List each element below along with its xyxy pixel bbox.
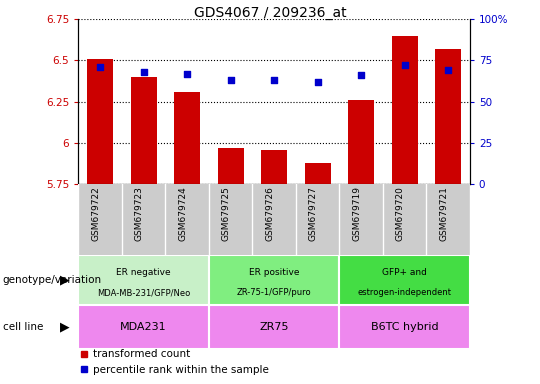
Text: GSM679721: GSM679721 xyxy=(439,187,448,241)
Text: GSM679726: GSM679726 xyxy=(265,187,274,241)
Bar xyxy=(435,49,461,184)
Text: GSM679727: GSM679727 xyxy=(308,187,318,241)
Bar xyxy=(209,255,339,305)
Text: ZR-75-1/GFP/puro: ZR-75-1/GFP/puro xyxy=(237,288,312,297)
Text: ZR75: ZR75 xyxy=(259,322,289,333)
Bar xyxy=(339,305,470,349)
Bar xyxy=(131,77,157,184)
Point xyxy=(226,77,235,83)
Text: cell line: cell line xyxy=(3,322,43,332)
Bar xyxy=(305,163,330,184)
Point xyxy=(400,62,409,68)
Point xyxy=(183,71,191,77)
Bar xyxy=(339,255,470,305)
Bar xyxy=(209,305,339,349)
Text: ▶: ▶ xyxy=(59,274,69,287)
Point xyxy=(357,72,366,78)
Text: GSM679720: GSM679720 xyxy=(395,187,404,241)
Bar xyxy=(261,150,287,184)
Text: ER positive: ER positive xyxy=(249,268,299,277)
Text: GDS4067 / 209236_at: GDS4067 / 209236_at xyxy=(194,6,346,20)
Bar xyxy=(78,305,209,349)
Text: ER negative: ER negative xyxy=(116,268,171,277)
Text: GSM679719: GSM679719 xyxy=(352,187,361,242)
Text: MDA231: MDA231 xyxy=(120,322,167,333)
Text: GSM679725: GSM679725 xyxy=(221,187,231,241)
Text: GSM679722: GSM679722 xyxy=(91,187,100,241)
Point xyxy=(270,77,279,83)
Bar xyxy=(218,148,244,184)
Point xyxy=(444,67,453,73)
Text: GSM679723: GSM679723 xyxy=(134,187,144,241)
Point xyxy=(313,79,322,85)
Text: MDA-MB-231/GFP/Neo: MDA-MB-231/GFP/Neo xyxy=(97,288,190,297)
Bar xyxy=(348,100,374,184)
Text: B6TC hybrid: B6TC hybrid xyxy=(371,322,438,333)
Point xyxy=(139,69,148,75)
Bar xyxy=(174,92,200,184)
Bar xyxy=(78,255,209,305)
Text: genotype/variation: genotype/variation xyxy=(3,275,102,285)
Point xyxy=(96,64,104,70)
Bar xyxy=(392,36,417,184)
Text: ▶: ▶ xyxy=(59,321,69,334)
Text: GSM679724: GSM679724 xyxy=(178,187,187,241)
Text: GFP+ and: GFP+ and xyxy=(382,268,427,277)
Legend: transformed count, percentile rank within the sample: transformed count, percentile rank withi… xyxy=(76,345,273,379)
Bar xyxy=(87,59,113,184)
Text: estrogen-independent: estrogen-independent xyxy=(357,288,451,297)
